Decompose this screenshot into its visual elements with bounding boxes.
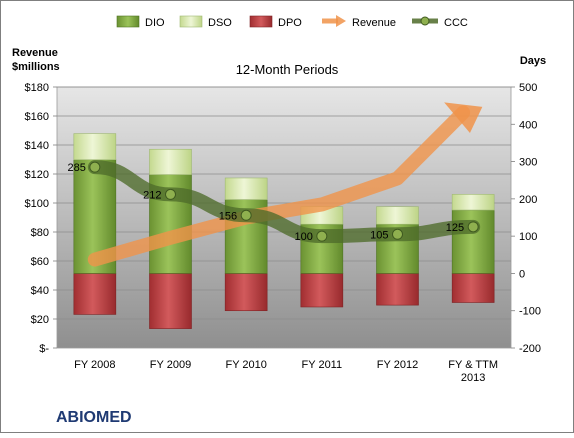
bar-dpo — [149, 273, 192, 329]
right-tick-label: 100 — [519, 231, 537, 243]
bars — [73, 133, 495, 329]
right-tick-label: 200 — [519, 194, 537, 206]
revenue-series — [87, 102, 483, 267]
right-axis-title: Days — [520, 55, 546, 67]
bar-dio — [451, 209, 495, 274]
legend-swatch — [116, 15, 140, 28]
ccc-point — [165, 188, 176, 200]
bar-dpo — [73, 273, 117, 315]
x-tick-label: FY 2008 — [74, 359, 115, 371]
legend-label: Revenue — [352, 17, 396, 29]
left-axis: $- $20 $40 $60 $80 $100 $120 $140 $160 $180 — [25, 82, 57, 355]
left-tick-label: $160 — [25, 111, 49, 123]
ccc-data-label: 212 — [143, 189, 161, 201]
left-tick-label: $20 — [31, 314, 49, 326]
legend-swatch — [249, 15, 273, 28]
ccc-data-label: 285 — [67, 162, 85, 174]
x-tick-label: FY 2010 — [225, 359, 266, 371]
left-tick-label: $60 — [31, 256, 49, 268]
bar-dso — [224, 177, 268, 200]
legend-label: CCC — [444, 17, 468, 29]
legend: DIO DSO DPO Revenue CCC — [116, 15, 468, 29]
bar-dso — [73, 133, 117, 161]
ccc-point — [89, 161, 101, 173]
legend-label: DPO — [278, 17, 302, 29]
ccc-point — [240, 209, 252, 221]
left-tick-label: $40 — [31, 285, 49, 297]
left-axis-title: Revenue — [12, 47, 58, 59]
ccc-point — [467, 221, 479, 233]
company-name: ABIOMED — [56, 409, 132, 426]
right-tick-label: -200 — [519, 343, 541, 355]
bar-dpo — [451, 273, 495, 303]
right-tick-label: 0 — [519, 268, 525, 280]
right-tick-label: -100 — [519, 306, 541, 318]
right-tick-label: 300 — [519, 157, 537, 169]
left-tick-label: $80 — [31, 227, 49, 239]
right-tick-label: 400 — [519, 119, 537, 131]
legend-label: DSO — [208, 17, 232, 29]
legend-swatch — [336, 15, 346, 27]
ccc-data-label: 100 — [294, 231, 312, 243]
chart-title: 12-Month Periods — [236, 62, 339, 77]
ccc-data-label: 105 — [370, 229, 388, 241]
x-tick-label: 2013 — [461, 372, 485, 384]
ccc-data-label: 125 — [446, 222, 464, 234]
x-axis: FY 2008 FY 2009 FY 2010 FY 2011 FY 2012 FY & … — [74, 359, 498, 384]
ccc-series: 285 212 156 100 105 125 — [67, 160, 481, 244]
left-tick-label: $120 — [25, 169, 49, 181]
x-tick-label: FY 2011 — [302, 359, 343, 371]
ccc-line — [87, 160, 481, 244]
bar-dpo — [376, 273, 419, 306]
left-tick-label: $- — [39, 343, 49, 355]
legend-label: DIO — [145, 17, 165, 29]
right-tick-label: 500 — [519, 82, 537, 94]
x-tick-label: FY & TTM — [448, 359, 498, 371]
revenue-line — [87, 105, 471, 267]
bar-dso — [451, 194, 495, 211]
left-tick-label: $180 — [25, 82, 49, 94]
x-tick-label: FY 2012 — [377, 359, 418, 371]
bar-dpo — [224, 273, 268, 312]
left-axis-title-units: $millions — [12, 61, 60, 73]
x-tick-label: FY 2009 — [150, 359, 191, 371]
left-tick-label: $140 — [25, 140, 49, 152]
ccc-point — [392, 228, 403, 240]
left-tick-label: $100 — [25, 198, 49, 210]
ccc-point — [316, 230, 328, 242]
revenue-arrowhead — [444, 102, 483, 133]
right-axis: -200 -100 0 100 200 300 400 500 — [511, 82, 541, 355]
bar-dso — [149, 148, 192, 175]
bar-dpo — [300, 273, 344, 308]
legend-swatch — [420, 16, 430, 26]
bar-dso — [376, 206, 419, 225]
legend-swatch — [179, 15, 203, 28]
ccc-data-label: 156 — [219, 210, 237, 222]
